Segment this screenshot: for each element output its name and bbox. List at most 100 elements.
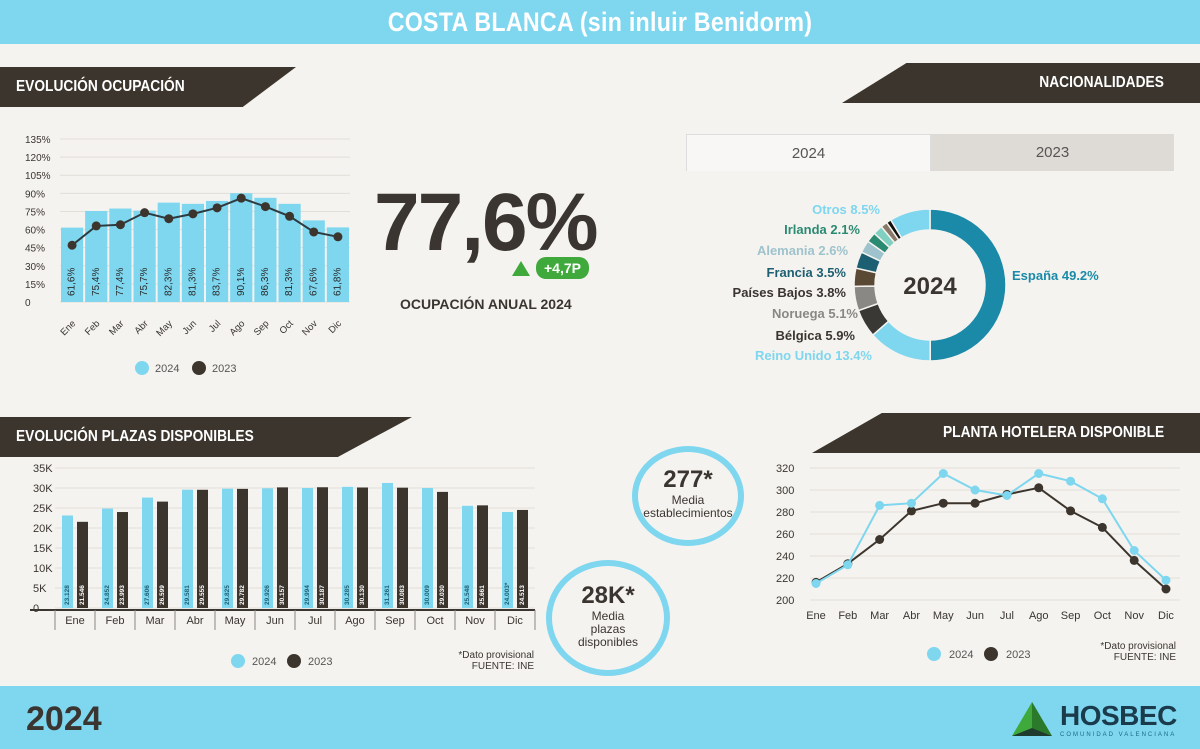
point-2024 [906,498,916,508]
bar-2024 [278,203,301,302]
point-2023 [1066,506,1076,516]
bar-2023 [517,509,528,608]
section-banner-places: EVOLUCIÓN PLAZAS DISPONIBLES [0,417,412,457]
x-tick: Nov [1124,610,1144,622]
hotels-source-note: *Dato provisional FUENTE: INE [1080,641,1176,663]
bar-2024 [142,497,153,608]
y-tick: 45% [25,244,45,255]
bar-label: 25.661 [479,585,486,605]
bar-2024 [462,505,473,608]
point-2023 [164,214,174,224]
hosbec-logo: HOSBEC COMUNIDAD VALENCIANA [1010,700,1177,738]
y-tick: 0 [25,298,31,309]
point-2024 [875,500,885,510]
bar-label: 77,4% [115,268,126,296]
point-2023 [1034,483,1044,493]
bar-label: 75,4% [91,268,102,296]
bar-2024 [109,208,132,302]
point-2024 [843,560,853,570]
up-arrow-icon [512,260,530,276]
point-2023 [91,221,101,231]
x-tick: Ago [228,318,248,338]
point-2023 [1161,584,1171,594]
logo-triangle-icon [1012,702,1052,736]
bar-label: 26.599 [159,585,166,605]
bar-label: 30.285 [344,585,351,605]
avg-places-label: disponibles [577,635,639,649]
bar-2023 [437,491,448,608]
point-2023 [970,498,980,508]
bar-label: 29.994 [304,585,311,605]
x-tick: Jul [207,318,223,334]
y-tick: 200 [776,595,794,607]
point-2023 [140,208,150,218]
section-banner-occupancy: EVOLUCIÓN OCUPACIÓN [0,67,296,107]
bar-2024 [502,511,513,608]
x-tick: Abr [903,610,920,622]
donut-label: Alemania 2.6% [757,243,848,258]
y-tick: 30K [33,483,53,495]
avg-establishments-label: Media [671,493,705,507]
delta-value: +4,7P [536,257,589,279]
bar-label: 30.130 [359,585,366,605]
x-tick: Abr [186,615,203,627]
donut-label: Reino Unido 13.4% [755,348,872,363]
legend-2023-label: 2023 [212,363,236,375]
point-2023 [875,535,885,544]
bar-label: 81,3% [188,268,199,296]
bar-2024 [262,488,273,608]
bar-2024 [61,227,84,302]
y-tick: 260 [776,529,794,541]
section-banner-hotels: PLANTA HOTELERA DISPONIBLE [812,413,1200,453]
y-tick: 35K [33,463,53,475]
y-tick: 15K [33,543,53,555]
tab-2024[interactable]: 2024 [686,134,931,171]
bar-label: 25.548 [464,585,471,605]
bar-2023 [157,501,168,608]
nationalities-donut-chart: 2024 España 49.2% Reino Unido 13.4% Bélgica… [733,202,1100,363]
legend-2023-label: 2023 [1006,649,1030,661]
bar-label: 29.825 [224,585,231,605]
section-banner-nationalities: NACIONALIDADES [842,63,1200,103]
logo-text: HOSBEC [1060,700,1177,731]
donut-label: Irlanda 2.1% [784,222,860,237]
bar-2024 [102,508,113,608]
bar-label: 29.030 [439,585,446,605]
x-tick: Mar [107,318,126,337]
x-tick: Dic [1158,610,1174,622]
avg-places-label: Media [591,609,625,623]
legend-2024-icon [135,361,149,375]
y-tick: 15% [25,280,45,291]
x-tick: Ago [345,615,365,627]
tab-2023[interactable]: 2023 [931,134,1174,171]
point-2023 [333,232,343,242]
page-title: COSTA BLANCA (sin inluir Benidorm) [387,7,813,37]
bar-2024 [382,482,393,608]
bar-2024 [181,203,204,302]
bar-2024 [254,197,277,302]
bar-label: 24.852 [104,585,111,605]
x-tick: Jun [180,318,199,337]
bar-2023 [117,512,128,608]
point-2024 [1097,494,1107,504]
bar-2023 [197,489,208,608]
donut-label: Otros 8.5% [812,202,880,217]
point-2024 [1161,575,1171,585]
bar-label: 30.083 [399,585,406,605]
bar-label: 21.546 [79,585,86,605]
y-tick: 60% [25,226,45,237]
point-2023 [212,203,222,213]
bar-label: 29.782 [239,585,246,605]
point-2024 [1066,476,1076,486]
point-2023 [115,220,125,230]
y-tick: 280 [776,507,794,519]
bar-label: 83,7% [212,268,223,296]
point-2023 [1097,522,1107,532]
bar-label: 82,3% [163,268,174,296]
point-2024 [811,579,821,588]
y-tick: 30% [25,262,45,273]
bar-label: 90,1% [236,268,247,296]
legend-2023-icon [984,647,998,661]
bar-label: 30.157 [279,585,286,605]
point-2023 [236,193,246,203]
